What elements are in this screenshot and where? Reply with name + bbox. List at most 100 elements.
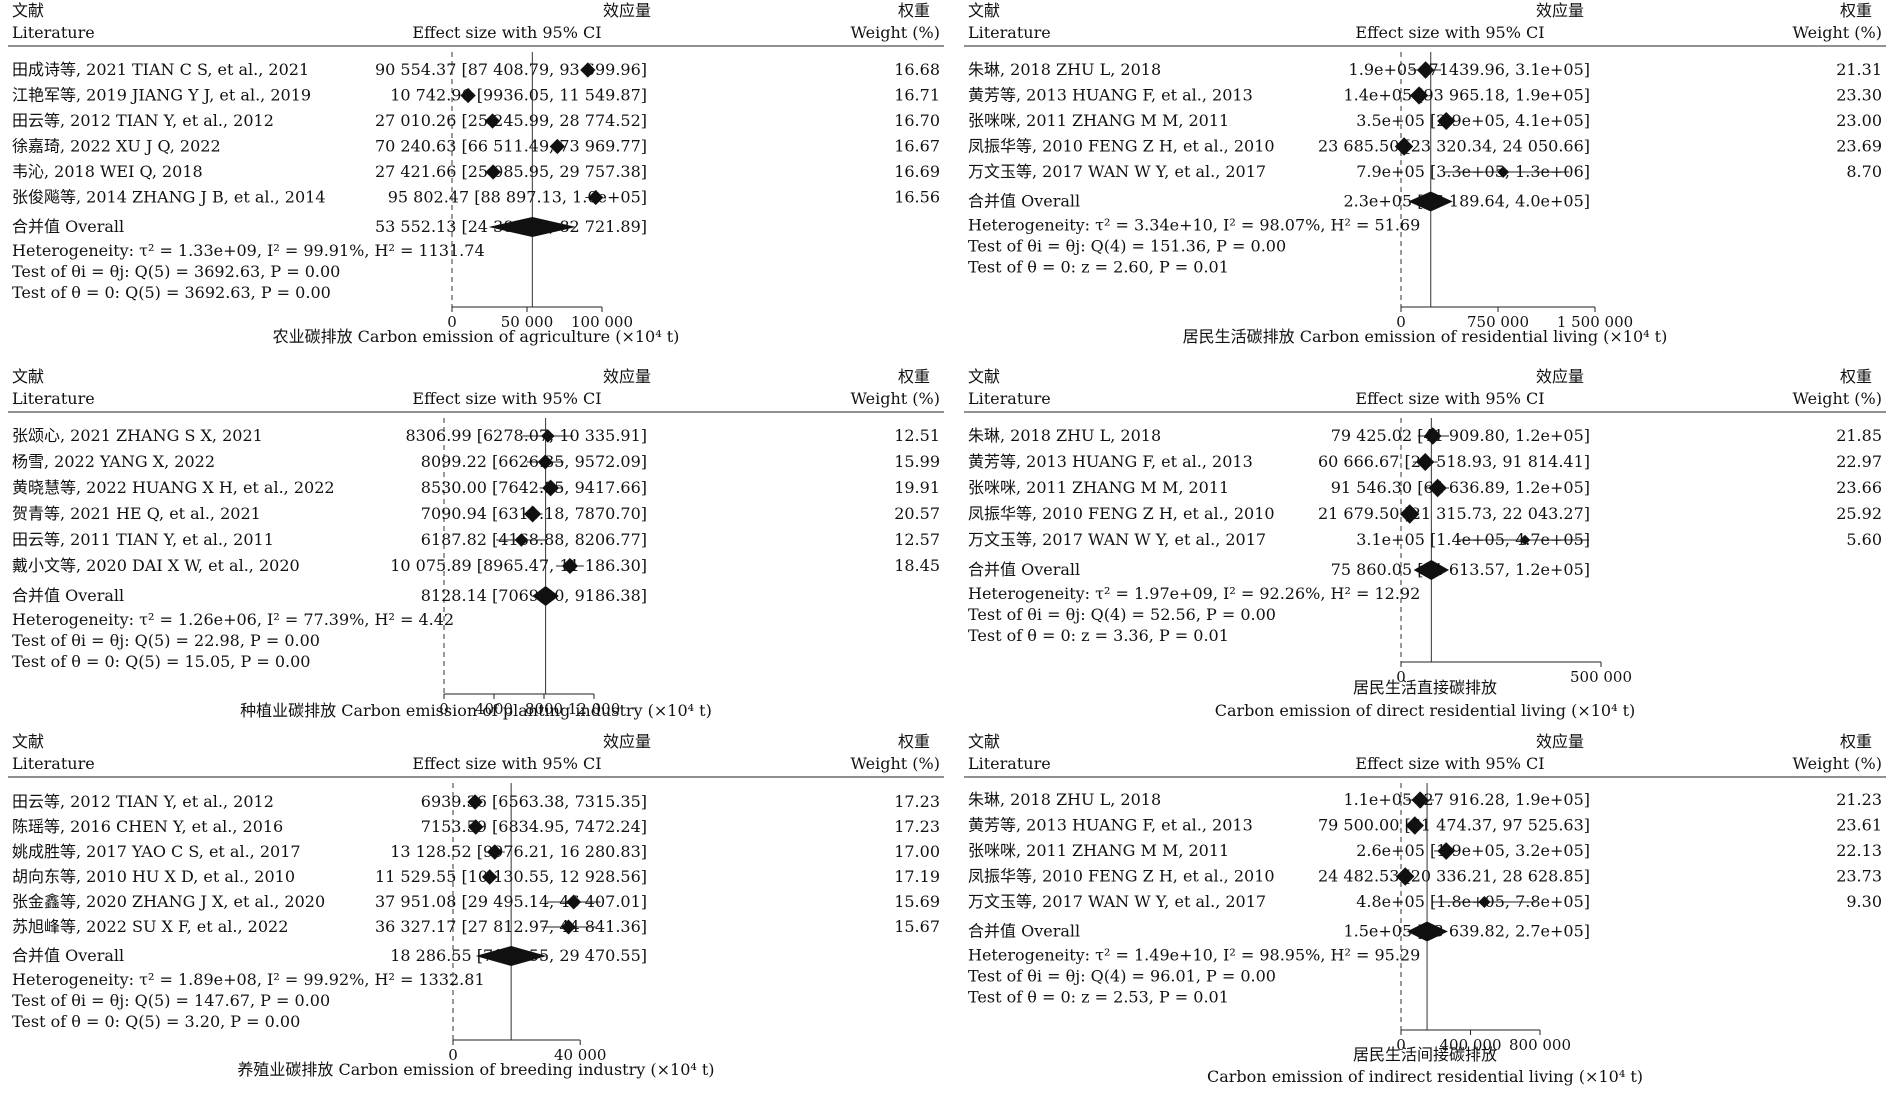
study-point-marker bbox=[1394, 137, 1414, 156]
header-weight-cn: 权重 bbox=[1840, 732, 1872, 751]
study-point-marker bbox=[1405, 816, 1425, 835]
x-tick-label: 750 000 bbox=[1467, 313, 1529, 331]
study-weight-text: 15.69 bbox=[894, 892, 940, 911]
header-literature-en: Literature bbox=[968, 23, 1051, 42]
heterogeneity-stat: Test of θ = 0: z = 2.53, P = 0.01 bbox=[968, 988, 1229, 1007]
x-tick-label: 0 bbox=[448, 1046, 458, 1064]
study-label: 张颂心, 2021 ZHANG S X, 2021 bbox=[12, 426, 263, 445]
study-row: 朱琳, 2018 ZHU L, 2018 1.1e+05 [27 916.28, … bbox=[968, 790, 1882, 809]
heterogeneity-stat: Test of θ = 0: Q(5) = 15.05, P = 0.00 bbox=[12, 652, 310, 671]
x-tick-label: 50 000 bbox=[501, 313, 554, 331]
header-literature-cn: 文献 bbox=[12, 732, 44, 751]
study-weight-text: 16.56 bbox=[894, 188, 940, 207]
study-weight-text: 18.45 bbox=[894, 556, 940, 575]
study-weight-text: 23.61 bbox=[1836, 816, 1882, 835]
study-point-marker bbox=[1437, 111, 1456, 131]
heterogeneity-stat: Test of θ = 0: Q(5) = 3.20, P = 0.00 bbox=[12, 1012, 300, 1031]
header-effect-en: Effect size with 95% CI bbox=[1355, 754, 1544, 773]
heterogeneity-stat: Test of θ = 0: z = 3.36, P = 0.01 bbox=[968, 626, 1229, 645]
study-label: 万文玉等, 2017 WAN W Y, et al., 2017 bbox=[968, 530, 1266, 549]
heterogeneity-stat: Test of θi = θj: Q(4) = 96.01, P = 0.00 bbox=[968, 967, 1276, 986]
study-point-marker bbox=[487, 844, 503, 860]
study-row: 徐嘉琦, 2022 XU J Q, 2022 70 240.63 [66 511.… bbox=[12, 137, 940, 156]
x-tick-label: 1 500 000 bbox=[1557, 313, 1633, 331]
study-row: 凤振华等, 2010 FENG Z H, et al., 2010 21 679.… bbox=[968, 504, 1882, 524]
heterogeneity-stat: Test of θi = θj: Q(4) = 52.56, P = 0.00 bbox=[968, 605, 1276, 624]
study-label: 凤振华等, 2010 FENG Z H, et al., 2010 bbox=[968, 137, 1275, 156]
study-label: 张俊飚等, 2014 ZHANG J B, et al., 2014 bbox=[12, 188, 326, 207]
study-label: 黄芳等, 2013 HUANG F, et al., 2013 bbox=[968, 816, 1253, 835]
header-effect-en: Effect size with 95% CI bbox=[412, 23, 601, 42]
study-point-marker bbox=[1399, 504, 1420, 524]
study-point-marker bbox=[484, 113, 501, 129]
header-weight-cn: 权重 bbox=[898, 732, 930, 751]
study-effect-text: 24 482.53 [20 336.21, 28 628.85] bbox=[1318, 867, 1590, 886]
study-point-marker bbox=[1423, 427, 1442, 445]
study-weight-text: 16.68 bbox=[894, 60, 940, 79]
study-row: 黄芳等, 2013 HUANG F, et al., 2013 79 500.00… bbox=[968, 816, 1882, 835]
study-row: 田成诗等, 2021 TIAN C S, et al., 2021 90 554.… bbox=[12, 60, 940, 79]
study-weight-text: 22.97 bbox=[1836, 452, 1882, 471]
study-label: 胡向东等, 2010 HU X D, et al., 2010 bbox=[12, 867, 295, 886]
study-effect-text: 95 802.47 [88 897.13, 1.0e+05] bbox=[388, 188, 647, 207]
x-axis-title: 居民生活直接碳排放 bbox=[1353, 678, 1497, 697]
study-point-marker bbox=[467, 794, 483, 810]
x-axis-title: 居民生活间接碳排放 bbox=[1353, 1045, 1497, 1064]
study-label: 徐嘉琦, 2022 XU J Q, 2022 bbox=[12, 137, 221, 156]
heterogeneity-stat: Heterogeneity: τ² = 1.97e+09, I² = 92.26… bbox=[968, 584, 1420, 603]
overall-label: 合并值 Overall bbox=[12, 586, 124, 605]
header-weight-en: Weight (%) bbox=[1793, 23, 1882, 42]
study-row: 张颂心, 2021 ZHANG S X, 2021 8306.99 [6278.0… bbox=[12, 426, 940, 445]
overall-effect-text: 2.3e+05 [56 189.64, 4.0e+05] bbox=[1343, 192, 1590, 211]
study-point-marker bbox=[460, 87, 476, 104]
study-effect-text: 3.5e+05 [2.9e+05, 4.1e+05] bbox=[1356, 111, 1590, 130]
study-row: 韦沁, 2018 WEI Q, 2018 27 421.66 [25 085.95… bbox=[12, 162, 940, 181]
x-axis-title: 农业碳排放 Carbon emission of agriculture (×1… bbox=[273, 327, 680, 346]
study-effect-text: 6187.82 [4168.88, 8206.77] bbox=[421, 530, 647, 549]
study-label: 张金鑫等, 2020 ZHANG J X, et al., 2020 bbox=[12, 892, 325, 911]
x-tick-label: 12 000 bbox=[568, 700, 621, 718]
x-axis-title-line2: Carbon emission of direct residential li… bbox=[1215, 701, 1636, 720]
overall-effect-text: 1.5e+05 [33 639.82, 2.7e+05] bbox=[1343, 922, 1590, 941]
study-row: 贺青等, 2021 HE Q, et al., 2021 7090.94 [631… bbox=[12, 504, 940, 523]
study-point-marker bbox=[541, 429, 555, 443]
study-effect-text: 27 010.26 [25 245.99, 28 774.52] bbox=[375, 111, 647, 130]
study-point-marker bbox=[566, 894, 582, 910]
study-effect-text: 8530.00 [7642.35, 9417.66] bbox=[421, 478, 647, 497]
study-effect-text: 11 529.55 [10 130.55, 12 928.56] bbox=[375, 867, 647, 886]
study-weight-text: 16.71 bbox=[894, 86, 940, 105]
study-row: 张咪咪, 2011 ZHANG M M, 2011 2.6e+05 [1.9e+0… bbox=[968, 841, 1882, 860]
study-weight-text: 23.69 bbox=[1836, 137, 1882, 156]
study-weight-text: 15.67 bbox=[894, 917, 940, 936]
study-point-marker bbox=[1411, 791, 1429, 809]
overall-label: 合并值 Overall bbox=[12, 217, 124, 236]
study-row: 凤振华等, 2010 FENG Z H, et al., 2010 24 482.… bbox=[968, 867, 1882, 886]
study-row: 江艳军等, 2019 JIANG Y J, et al., 2019 10 742… bbox=[12, 86, 940, 105]
study-label: 戴小文等, 2020 DAI X W, et al., 2020 bbox=[12, 556, 300, 575]
x-tick-label: 0 bbox=[439, 700, 449, 718]
study-effect-text: 70 240.63 [66 511.49, 73 969.77] bbox=[375, 137, 647, 156]
study-weight-text: 5.60 bbox=[1846, 530, 1882, 549]
x-tick-label: 500 000 bbox=[1570, 668, 1632, 686]
study-label: 田成诗等, 2021 TIAN C S, et al., 2021 bbox=[12, 60, 309, 79]
study-row: 陈瑶等, 2016 CHEN Y, et al., 2016 7153.59 [6… bbox=[12, 817, 940, 836]
study-weight-text: 22.13 bbox=[1836, 841, 1882, 860]
study-effect-text: 2.6e+05 [1.9e+05, 3.2e+05] bbox=[1356, 841, 1590, 860]
heterogeneity-stat: Test of θi = θj: Q(5) = 22.98, P = 0.00 bbox=[12, 631, 320, 650]
study-weight-text: 17.00 bbox=[894, 842, 940, 861]
overall-label: 合并值 Overall bbox=[968, 560, 1080, 579]
header-effect-cn: 效应量 bbox=[603, 732, 651, 751]
study-point-marker bbox=[542, 479, 560, 497]
study-row: 朱琳, 2018 ZHU L, 2018 1.9e+05 [71439.96, 3… bbox=[968, 60, 1882, 79]
study-row: 胡向东等, 2010 HU X D, et al., 2010 11 529.55… bbox=[12, 867, 940, 886]
header-literature-en: Literature bbox=[12, 754, 95, 773]
study-row: 黄芳等, 2013 HUANG F, et al., 2013 60 666.67… bbox=[968, 452, 1882, 472]
study-row: 田云等, 2012 TIAN Y, et al., 2012 27 010.26 … bbox=[12, 111, 940, 130]
overall-row: 合并值 Overall 53 552.13 [24 382.38, 82 721.… bbox=[12, 217, 647, 237]
study-label: 万文玉等, 2017 WAN W Y, et al., 2017 bbox=[968, 162, 1266, 181]
study-effect-text: 79 425.02 [41 909.80, 1.2e+05] bbox=[1331, 426, 1590, 445]
header-literature-cn: 文献 bbox=[968, 732, 1000, 751]
heterogeneity-stat: Heterogeneity: τ² = 1.89e+08, I² = 99.92… bbox=[12, 970, 485, 989]
